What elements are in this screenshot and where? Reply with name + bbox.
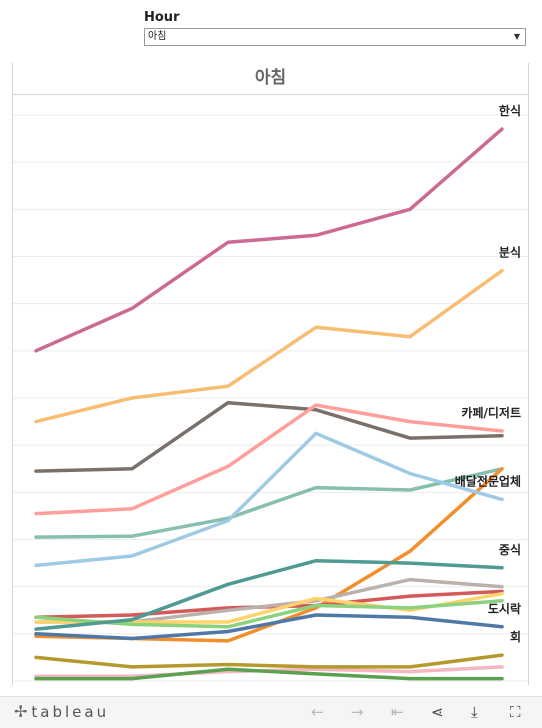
redo-icon[interactable]: → xyxy=(351,703,364,721)
undo-icon[interactable]: ← xyxy=(311,703,324,721)
series-line-분식[interactable] xyxy=(34,268,504,424)
fullscreen-icon[interactable]: ⛶ xyxy=(510,703,521,721)
series-line-s5[interactable] xyxy=(34,467,504,539)
series-line-카페/디저트[interactable] xyxy=(34,403,504,516)
series-label-회: 회 xyxy=(510,629,521,644)
series-line-s15[interactable] xyxy=(34,667,504,681)
series-label-배달전문업체: 배달전문업체 xyxy=(455,473,521,488)
series-label-도시락: 도시락 xyxy=(488,602,521,616)
series-label-분식: 분식 xyxy=(499,245,521,260)
series-lines xyxy=(34,127,504,681)
tableau-logo-text: tableau xyxy=(31,703,110,721)
gridlines xyxy=(13,114,528,682)
series-line-s4[interactable] xyxy=(34,400,504,473)
revert-icon[interactable]: ⇤ xyxy=(391,703,404,721)
chart-title: 아침 xyxy=(12,64,529,95)
hour-filter-dropdown[interactable]: 아침 ▼ xyxy=(144,28,526,46)
chevron-down-icon: ▼ xyxy=(513,32,520,41)
series-label-카페/디저트: 카페/디저트 xyxy=(461,405,521,420)
tableau-mark-icon: ✢ xyxy=(14,702,28,721)
series-line-중식[interactable] xyxy=(34,558,504,631)
series-line-도시락[interactable] xyxy=(34,613,504,641)
series-label-한식: 한식 xyxy=(499,103,521,118)
series-line-한식[interactable] xyxy=(34,127,504,353)
download-icon[interactable]: ⤓ xyxy=(471,703,478,721)
tableau-logo[interactable]: ✢ tableau xyxy=(14,702,109,721)
series-line-s11[interactable] xyxy=(34,599,504,629)
filter-label: Hour xyxy=(144,10,180,25)
share-icon[interactable]: ⋖ xyxy=(431,703,444,721)
series-label-중식: 중식 xyxy=(499,542,521,557)
tableau-toolbar: ✢ tableau ← → ⇤ ⋖ ⤓ ⛶ xyxy=(0,696,542,728)
series-line-회[interactable] xyxy=(34,653,504,669)
series-line-배달전문업체[interactable] xyxy=(34,431,504,568)
hour-filter-value: 아침 xyxy=(148,31,167,42)
chart-frame xyxy=(12,63,529,685)
